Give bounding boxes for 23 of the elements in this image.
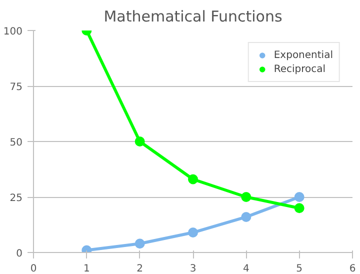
x-tick-label: 1 <box>83 264 90 274</box>
point <box>241 212 252 222</box>
y-tick-label: 0 <box>16 248 23 260</box>
y-tick-label: 25 <box>10 193 23 204</box>
y-tick-label: 100 <box>3 26 23 38</box>
point <box>241 192 252 202</box>
x-tick-label: 5 <box>296 264 303 274</box>
point <box>188 174 198 184</box>
point <box>294 192 304 202</box>
point <box>188 228 198 238</box>
x-tick-label: 4 <box>242 264 250 274</box>
chart-title: Mathematical Functions <box>104 8 282 26</box>
y-tick-label: 75 <box>10 82 23 93</box>
point <box>134 238 145 249</box>
x-tick-label: 3 <box>190 264 196 274</box>
point <box>134 136 145 146</box>
x-tick-label: 0 <box>30 264 37 274</box>
y-tick-label: 50 <box>10 138 23 148</box>
point <box>294 203 304 214</box>
legend-label: Reciprocal <box>274 64 326 74</box>
legend-label: Exponential <box>274 50 333 60</box>
x-tick-label: 2 <box>136 264 144 274</box>
x-tick-label: 6 <box>349 264 356 274</box>
